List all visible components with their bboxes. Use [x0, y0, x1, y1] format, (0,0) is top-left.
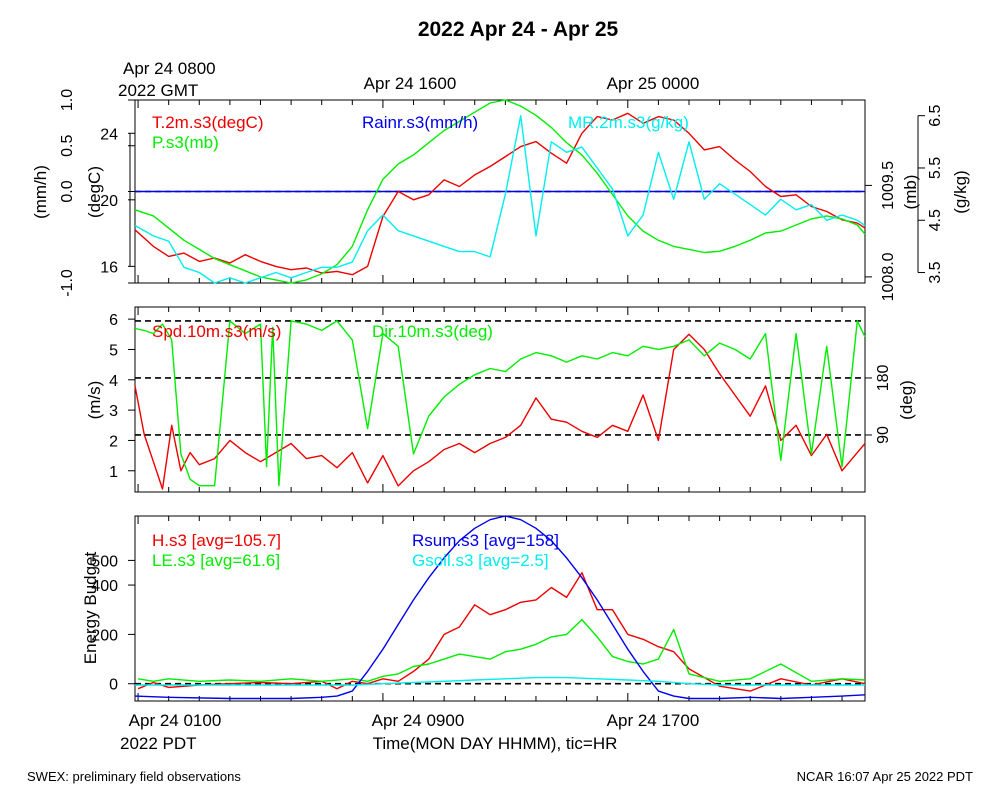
top-pres-tick-label: 1009.5 [880, 161, 897, 210]
top-legend-entry-0: T.2m.s3(degC) [152, 113, 263, 132]
top-mr-tick-label: 6.5 [927, 104, 944, 126]
bottom-axis-label-0900: Apr 24 0900 [372, 711, 465, 730]
top-temp-tick-label: 16 [100, 259, 118, 276]
middle-legend-entry-1: Dir.10m.s3(deg) [372, 322, 493, 341]
top-temp-tick-label: 20 [100, 193, 118, 210]
top-mr-axis-title: (g/kg) [951, 170, 970, 213]
bottom-series-line-2 [134, 515, 866, 700]
top-mr-tick-label: 4.5 [927, 209, 944, 231]
top-mr-tick-label: 3.5 [927, 261, 944, 283]
top-axis-label-0800: Apr 24 0800 [123, 59, 216, 78]
top-pres-tick-label: 1008.0 [880, 252, 897, 301]
top-axis-label-1600: Apr 24 1600 [364, 74, 457, 93]
bottom-legend-entry-2: Rsum.s3 [avg=158] [412, 531, 559, 550]
bottom-axis-label-1700: Apr 24 1700 [607, 711, 700, 730]
top-axis-label-0000: Apr 25 0000 [607, 74, 700, 93]
chart-title: 2022 Apr 24 - Apr 25 [418, 18, 619, 41]
middle-dir-axis-title: (deg) [897, 380, 916, 420]
bottom-axis-title: Time(MON DAY HHMM), tic=HR [373, 734, 618, 753]
middle-spd-tick-label: 4 [109, 373, 118, 390]
top-rain-tick-label: 0.5 [59, 135, 76, 157]
middle-spd-tick-label: 1 [109, 464, 118, 481]
top-rain-tick-label: -1.0 [59, 269, 76, 297]
bottom-energy-tick-label: 400 [91, 578, 118, 595]
top-rain-tick-label: 1.0 [59, 89, 76, 111]
top-legend-entry-2: Rainr.s3(mm/h) [362, 113, 478, 132]
middle-series-line-0 [134, 333, 866, 490]
panel-middle-frame [134, 306, 866, 493]
middle-series-line-1 [134, 320, 866, 487]
top-legend-entry-1: P.s3(mb) [152, 133, 219, 152]
top-legend-entry-3: MR.2m.s3(g/kg) [568, 113, 689, 132]
top-series-line-2 [134, 99, 866, 284]
bottom-axis-label-0100: Apr 24 0100 [129, 711, 222, 730]
bottom-energy-axis-title: Energy Budget [81, 551, 100, 664]
top-rain-tick-label: 0.0 [59, 180, 76, 202]
top-mr-tick-label: 5.5 [927, 157, 944, 179]
footer-right: NCAR 16:07 Apr 25 2022 PDT [797, 769, 973, 784]
middle-legend-entry-0: Spd.10m.s3(m/s) [152, 322, 281, 341]
middle-dir-tick-label: 90 [875, 426, 892, 444]
footer-left: SWEX: preliminary field observations [27, 769, 241, 784]
bottom-legend-entry-1: LE.s3 [avg=61.6] [152, 551, 280, 570]
bottom-legend-entry-0: H.s3 [avg=105.7] [152, 531, 281, 550]
bottom-energy-tick-label: 0 [109, 677, 118, 694]
panel-bottom-frame [134, 515, 866, 702]
middle-spd-tick-label: 3 [109, 403, 118, 420]
top-axis-sublabel: 2022 GMT [118, 81, 198, 100]
top-pres-axis-title: (mb) [901, 175, 920, 210]
top-series-line-3 [134, 114, 866, 284]
top-temp-tick-label: 24 [100, 126, 118, 143]
chart-marks: -1.00.00.51.0(mm/h)162024(degC)1008.0100… [31, 89, 970, 701]
bottom-series-line-1 [137, 618, 866, 682]
bottom-legend-entry-3: Gsoil.s3 [avg=2.5] [412, 551, 549, 570]
middle-spd-tick-label: 5 [109, 342, 118, 359]
middle-spd-tick-label: 2 [109, 433, 118, 450]
top-series-line-1 [134, 112, 866, 276]
bottom-series-line-3 [135, 676, 865, 686]
middle-spd-axis-title: (m/s) [85, 381, 104, 420]
middle-dir-tick-label: 180 [875, 365, 892, 392]
top-temp-axis-title: (degC) [85, 166, 104, 218]
middle-spd-tick-label: 6 [109, 312, 118, 329]
bottom-series-line-0 [137, 572, 866, 692]
bottom-energy-tick-label: 200 [91, 627, 118, 644]
bottom-axis-sublabel: 2022 PDT [120, 734, 197, 753]
bottom-energy-tick-label: 500 [91, 553, 118, 570]
top-rain-axis-title: (mm/h) [31, 165, 50, 219]
